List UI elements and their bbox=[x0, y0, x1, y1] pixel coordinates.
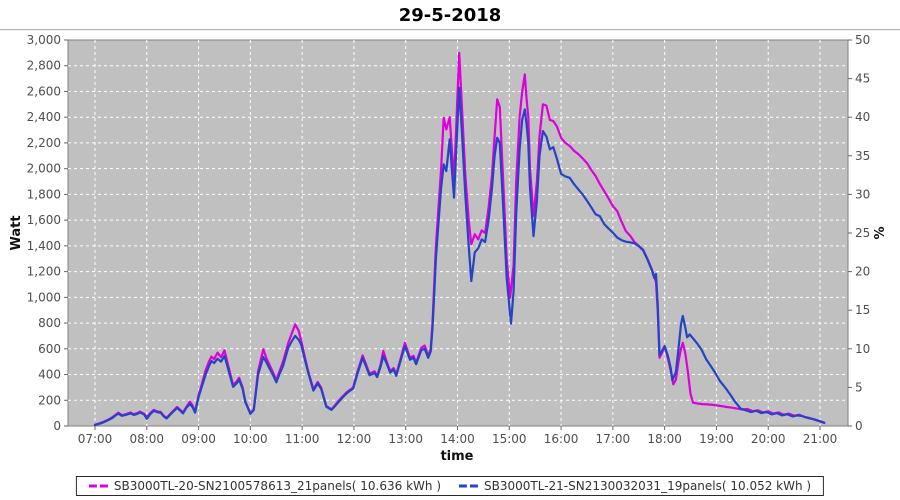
y-left-tick-label: 1,600 bbox=[27, 213, 61, 227]
magenta-line-sample-icon bbox=[88, 484, 109, 488]
x-tick-label: 19:00 bbox=[699, 432, 734, 446]
legend-item-magenta: SB3000TL-20-SN2100578613_21panels( 10.63… bbox=[88, 479, 441, 493]
x-axis-label: time bbox=[440, 449, 473, 464]
x-tick-label: 17:00 bbox=[596, 432, 631, 446]
y-axis-right-label: % bbox=[873, 226, 888, 239]
y-right-tick-label: 45 bbox=[855, 72, 870, 86]
legend-item-blue: SB3000TL-21-SN2130032031_19panels( 10.05… bbox=[459, 479, 811, 493]
y-left-tick-label: 1,200 bbox=[27, 265, 61, 279]
y-right-tick-label: 35 bbox=[855, 149, 870, 163]
y-right-tick-label: 10 bbox=[855, 342, 870, 356]
y-axis-left-label: Watt bbox=[9, 215, 24, 250]
y-left-tick-label: 2,000 bbox=[27, 162, 61, 176]
y-left-tick-label: 1,400 bbox=[27, 239, 61, 253]
y-left-tick-label: 400 bbox=[38, 368, 61, 382]
x-axis-ticks: 07:00 08:00 09:00 10:00 11:00 12:00 13:00 14:00… bbox=[78, 426, 838, 446]
panel-divider bbox=[0, 29, 900, 31]
legend-label-blue: SB3000TL-21-SN2130032031_19panels( 10.05… bbox=[484, 479, 812, 493]
y-left-tick-label: 2,800 bbox=[27, 59, 61, 73]
x-tick-label: 20:00 bbox=[751, 432, 786, 446]
x-tick-label: 07:00 bbox=[78, 432, 113, 446]
y-left-tick-label: 2,400 bbox=[27, 110, 61, 124]
y-right-tick-label: 5 bbox=[855, 380, 863, 394]
x-tick-label: 16:00 bbox=[544, 432, 579, 446]
y-left-tick-label: 2,200 bbox=[27, 136, 61, 150]
x-tick-label: 11:00 bbox=[285, 432, 320, 446]
series-line-1 bbox=[93, 86, 826, 427]
x-tick-label: 12:00 bbox=[337, 432, 372, 446]
y-right-tick-label: 30 bbox=[855, 187, 870, 201]
legend: SB3000TL-20-SN2100578613_21panels( 10.63… bbox=[75, 476, 825, 496]
x-tick-label: 09:00 bbox=[181, 432, 216, 446]
y-right-tick-label: 0 bbox=[855, 419, 863, 433]
y-left-tick-label: 2,600 bbox=[27, 84, 61, 98]
y-right-tick-label: 15 bbox=[855, 303, 870, 317]
y-right-tick-label: 50 bbox=[855, 33, 870, 47]
x-tick-label: 14:00 bbox=[440, 432, 475, 446]
y-left-tick-label: 0 bbox=[53, 419, 61, 433]
x-tick-label: 21:00 bbox=[803, 432, 838, 446]
legend-label-magenta: SB3000TL-20-SN2100578613_21panels( 10.63… bbox=[113, 479, 441, 493]
y-right-tick-label: 20 bbox=[855, 265, 870, 279]
y-axis-right-ticks: 0 5 10 15 20 25 30 35 40 45 50 bbox=[848, 33, 870, 433]
chart-title: 29-5-2018 bbox=[399, 5, 502, 26]
x-tick-label: 10:00 bbox=[233, 432, 268, 446]
y-left-tick-label: 200 bbox=[38, 393, 61, 407]
x-tick-label: 15:00 bbox=[492, 432, 527, 446]
y-right-tick-label: 40 bbox=[855, 110, 870, 124]
series-lines bbox=[93, 51, 826, 427]
y-left-tick-label: 600 bbox=[38, 342, 61, 356]
y-axis-left-ticks: 0 200 400 600 800 1,000 1,200 1,400 1,600 1,800 2,… bbox=[27, 33, 68, 433]
x-tick-label: 08:00 bbox=[129, 432, 164, 446]
y-left-tick-label: 3,000 bbox=[27, 33, 61, 47]
y-left-tick-label: 1,000 bbox=[27, 290, 61, 304]
series-line-0 bbox=[93, 51, 826, 426]
x-tick-label: 18:00 bbox=[647, 432, 682, 446]
x-tick-label: 13:00 bbox=[388, 432, 423, 446]
y-left-tick-label: 800 bbox=[38, 316, 61, 330]
blue-line-sample-icon bbox=[459, 484, 479, 488]
y-left-tick-label: 1,800 bbox=[27, 187, 61, 201]
y-right-tick-label: 25 bbox=[855, 226, 870, 240]
